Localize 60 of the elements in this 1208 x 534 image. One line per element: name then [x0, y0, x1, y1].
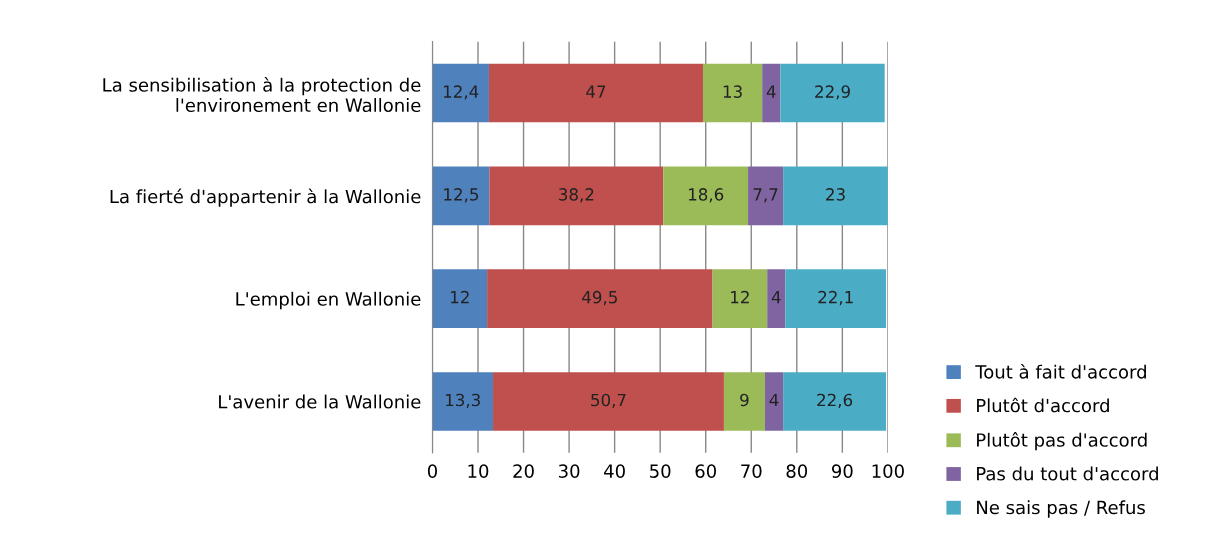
bar [488, 63, 703, 123]
data-label: 22,6 [817, 393, 853, 408]
x-tick-label: 30 [558, 464, 580, 478]
data-label: 13,3 [446, 393, 480, 408]
data-label: 12,5 [444, 188, 479, 203]
bar [432, 372, 494, 431]
data-label: 47 [586, 85, 606, 98]
legend-label: Plutôt d'accord [977, 397, 1109, 413]
bar [432, 269, 488, 328]
bar [764, 372, 784, 431]
data-label: 49,5 [582, 290, 617, 306]
y-tick-label: La fierté d'appartenir à la Wallonie [110, 188, 421, 207]
data-label: 7,7 [753, 188, 778, 203]
data-label: 50,7 [591, 393, 626, 408]
legend-label: Tout à fait d'accord [975, 363, 1146, 379]
data-label: 12 [451, 290, 469, 304]
bar [432, 63, 489, 123]
bar [493, 372, 724, 431]
y-tick-label: La sensibilisation à la protection de l'environement en Wallonie [103, 77, 421, 113]
x-tick-label: 100 [872, 464, 904, 478]
bar [702, 63, 763, 123]
x-tick-label: 90 [831, 464, 853, 478]
x-tick-label: 60 [695, 464, 716, 478]
bar [663, 166, 749, 226]
bar [489, 166, 664, 226]
data-label: 22,9 [815, 85, 850, 100]
x-tick-label: 70 [741, 464, 762, 478]
bar [785, 269, 887, 328]
x-tick-label: 80 [786, 464, 808, 478]
bar [780, 63, 885, 123]
data-label: 4 [771, 291, 781, 304]
x-tick-label: 0 [427, 464, 438, 478]
data-label: 18,6 [688, 188, 724, 203]
legend-label: Ne sais pas / Refus [977, 500, 1145, 518]
y-tick-label: L'emploi en Wallonie [236, 291, 421, 310]
data-label: 22,1 [818, 290, 853, 306]
data-label: 38,2 [559, 188, 594, 203]
bar [767, 269, 786, 328]
legend-label: Pas du tout d'accord [977, 466, 1158, 481]
data-label: 9 [740, 393, 749, 407]
bar [432, 166, 490, 226]
data-label: 12,4 [443, 85, 479, 100]
legend-label: Plutôt pas d'accord [977, 432, 1147, 451]
x-tick-label: 40 [604, 464, 625, 478]
data-label: 4 [766, 85, 776, 98]
data-label: 12 [731, 290, 749, 304]
bar [783, 372, 887, 431]
x-tick-label: 20 [513, 464, 534, 478]
y-tick-label: L'avenir de la Wallonie [219, 394, 421, 409]
bar [712, 269, 768, 328]
data-label: 13 [723, 85, 742, 98]
bar [762, 63, 781, 123]
bar [748, 166, 784, 226]
bar [487, 269, 713, 328]
data-label: 4 [769, 393, 779, 407]
data-label: 23 [826, 188, 845, 201]
bar [783, 166, 888, 226]
x-tick-label: 50 [650, 464, 671, 478]
bar [723, 372, 765, 431]
x-tick-label: 10 [468, 464, 489, 478]
